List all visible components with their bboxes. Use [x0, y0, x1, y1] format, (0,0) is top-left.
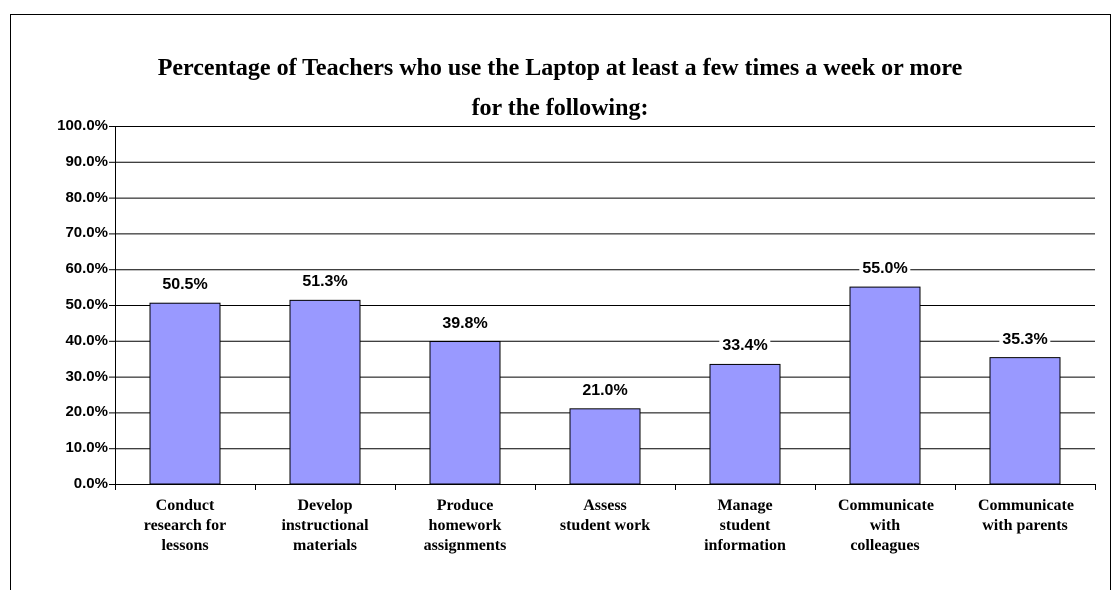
y-tick-label: 20.0% — [65, 403, 108, 421]
y-tick-label: 100.0% — [57, 117, 108, 134]
x-tick-label: Communicate with parents — [978, 497, 1074, 534]
data-label: 33.4% — [719, 336, 771, 357]
bar — [429, 341, 501, 485]
x-tick-label: Produce homework assignments — [423, 497, 507, 554]
y-tick-label: 70.0% — [65, 224, 108, 242]
x-tick-label: Conduct research for lessons — [143, 497, 227, 554]
y-tick-label: 90.0% — [65, 152, 108, 170]
chart-title: Percentage of Teachers who use the Lapto… — [157, 55, 963, 121]
x-tick-label: Assess student work — [559, 497, 651, 534]
x-tick-label: Communicate with colleagues — [838, 497, 934, 554]
y-tick-label: 80.0% — [65, 188, 108, 206]
data-label: 55.0% — [859, 259, 911, 280]
y-tick-label: 50.0% — [65, 296, 108, 313]
bar — [569, 408, 641, 485]
bar — [289, 299, 361, 485]
x-tick-label: Manage student information — [704, 497, 786, 554]
data-label: 39.8% — [439, 313, 491, 334]
bar — [149, 302, 221, 485]
bar — [849, 286, 921, 485]
chart-border — [10, 14, 1111, 590]
data-label: 35.3% — [999, 329, 1051, 350]
y-tick-label: 40.0% — [65, 331, 108, 349]
y-tick-label: 60.0% — [65, 260, 108, 278]
bar — [989, 357, 1061, 485]
x-tick-label: Develop instructional materials — [281, 497, 369, 554]
data-label: 50.5% — [159, 275, 211, 296]
y-tick-label: 10.0% — [65, 439, 108, 457]
bar — [709, 363, 781, 485]
y-tick-label: 0.0% — [73, 475, 108, 492]
data-label: 21.0% — [579, 380, 631, 401]
data-label: 51.3% — [299, 272, 351, 293]
y-tick-label: 30.0% — [65, 367, 108, 385]
